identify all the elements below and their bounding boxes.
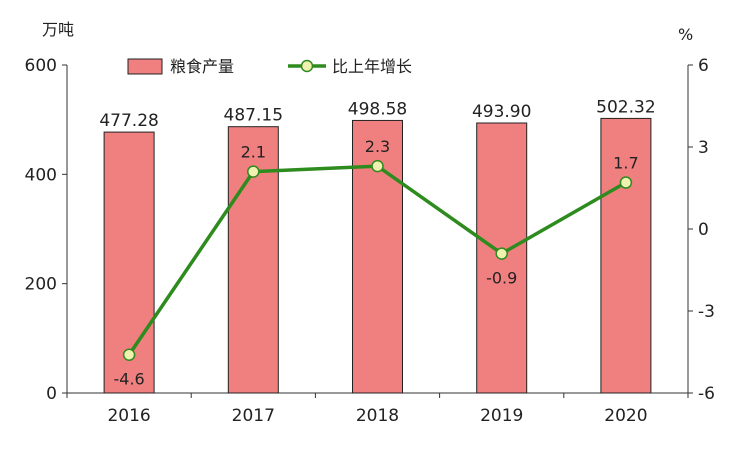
right-tick-label: 3 bbox=[698, 138, 709, 158]
bar bbox=[600, 117, 652, 394]
x-tick-label: 2018 bbox=[356, 406, 399, 426]
right-tick-label: -3 bbox=[698, 302, 715, 322]
data-labels: 477.28 487.15 498.58 493.90 502.32 -4.6 2.1 2.3… bbox=[99, 97, 655, 388]
line-value-label: -4.6 bbox=[113, 370, 144, 389]
bar-value-label: 498.58 bbox=[348, 99, 407, 119]
legend-marker bbox=[300, 59, 314, 73]
line-value-label: 1.7 bbox=[613, 154, 638, 173]
line-point bbox=[495, 247, 508, 260]
bar-value-label: 487.15 bbox=[224, 106, 283, 126]
left-tick-label: 200 bbox=[25, 275, 57, 295]
x-tick-label: 2020 bbox=[604, 406, 647, 426]
right-tick-label: 6 bbox=[698, 56, 709, 76]
x-tick-label: 2019 bbox=[480, 406, 523, 426]
right-tick-label: -6 bbox=[698, 384, 715, 404]
line-value-label: 2.1 bbox=[241, 143, 266, 162]
x-tick-label: 2016 bbox=[107, 406, 150, 426]
right-axis-unit: % bbox=[678, 25, 693, 44]
bar-series bbox=[103, 117, 652, 394]
x-tick-label: 2017 bbox=[232, 406, 275, 426]
left-tick-label: 0 bbox=[46, 384, 57, 404]
line-point bbox=[247, 165, 260, 178]
line-value-label: -0.9 bbox=[486, 269, 517, 288]
bar-value-label: 477.28 bbox=[99, 111, 158, 131]
legend-swatch-bar bbox=[127, 58, 163, 75]
left-tick-label: 600 bbox=[25, 56, 57, 76]
line-point bbox=[122, 348, 136, 361]
legend-label-line: 比上年增长 bbox=[332, 57, 412, 76]
line-series bbox=[122, 159, 633, 361]
left-axis-unit: 万吨 bbox=[42, 20, 74, 39]
legend: 粮食产量 比上年增长 bbox=[127, 57, 412, 76]
bar-value-label: 493.90 bbox=[472, 102, 531, 122]
line-point bbox=[371, 159, 384, 173]
legend-label-bar: 粮食产量 bbox=[170, 57, 234, 76]
bar-value-label: 502.32 bbox=[596, 97, 655, 117]
axes: 0 200 400 600 -6 -3 0 3 6 2016 2017 2018 2019 2020 万吨% bbox=[25, 20, 715, 426]
left-tick-label: 400 bbox=[25, 165, 57, 185]
line-value-label: 2.3 bbox=[365, 137, 390, 156]
line-point bbox=[619, 176, 633, 189]
right-tick-label: 0 bbox=[698, 220, 709, 240]
